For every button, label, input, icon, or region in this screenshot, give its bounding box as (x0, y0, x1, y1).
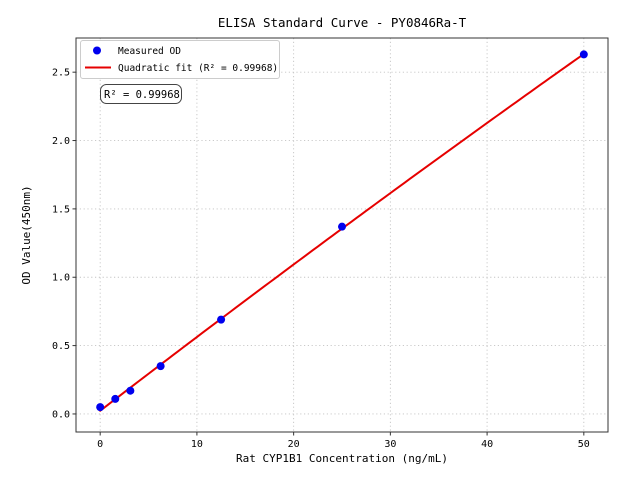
measured-data-points (96, 50, 588, 412)
data-point-3.12 (126, 386, 135, 395)
gridlines (76, 38, 608, 432)
y-tick-label-1.5: 1.5 (52, 204, 70, 215)
x-tick-label-20: 20 (288, 439, 300, 450)
legend: Measured OD Quadratic fit (R² = 0.99968) (80, 40, 280, 79)
axis-ticks: 0 10 20 30 40 50 0.0 0.5 1.0 1.5 2.0 2.5 (52, 68, 590, 450)
legend-label-quadratic-fit: Quadratic fit (R² = 0.99968) (118, 63, 278, 74)
x-tick-label-0: 0 (97, 439, 103, 450)
y-tick-label-2: 2.0 (52, 136, 70, 147)
x-tick-label-10: 10 (191, 439, 203, 450)
x-axis-label: Rat CYP1B1 Concentration (ng/mL) (236, 452, 448, 465)
data-point-12.5 (217, 315, 226, 324)
x-tick-label-50: 50 (578, 439, 590, 450)
data-point-25 (338, 222, 346, 231)
legend-marker-measured-od (93, 46, 101, 55)
y-axis-label: OD Value(450nm) (20, 185, 33, 284)
y-tick-label-0: 0.0 (52, 409, 70, 420)
data-point-50 (579, 50, 588, 59)
plot-border (75, 37, 609, 433)
data-point-6.25 (156, 362, 165, 371)
y-tick-label-2.5: 2.5 (52, 68, 70, 79)
r-squared-annotation: R² = 0.99968 (100, 84, 182, 104)
chart-title: ELISA Standard Curve - PY0846Ra-T (218, 15, 467, 30)
x-tick-label-30: 30 (384, 439, 396, 450)
data-point-1.56 (111, 394, 120, 403)
legend-label-measured-od: Measured OD (118, 46, 181, 57)
r-squared-annotation-box (100, 84, 182, 104)
y-tick-label-0.5: 0.5 (52, 341, 70, 352)
y-tick-label-1: 1.0 (52, 273, 70, 284)
data-point-0 (96, 403, 105, 412)
x-tick-label-40: 40 (481, 439, 493, 450)
legend-box (80, 40, 280, 79)
r-squared-annotation-text: R² = 0.99968 (104, 89, 180, 101)
